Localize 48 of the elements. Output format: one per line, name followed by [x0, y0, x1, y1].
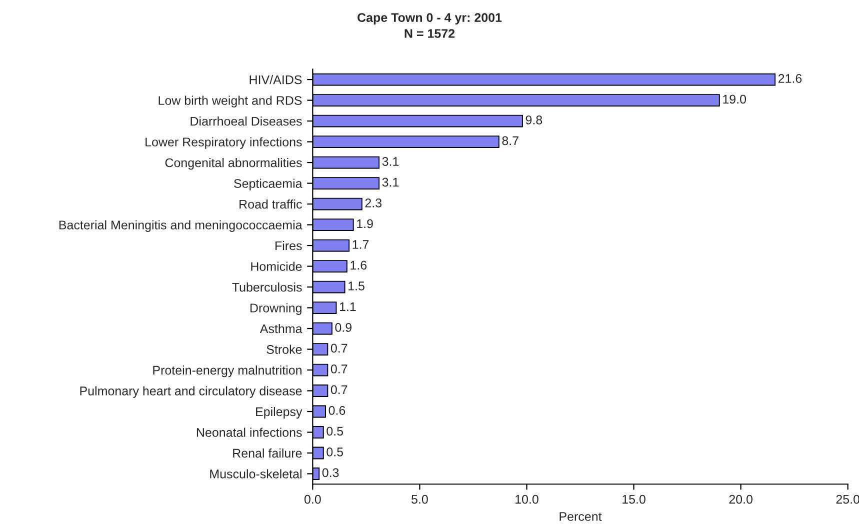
- data-label: 0.5: [326, 448, 344, 456]
- y-tick-label: Epilepsy: [256, 406, 302, 419]
- data-label: 2.3: [365, 198, 382, 208]
- y-tick-label: Bacterial Meningitis and meningococcaemia: [59, 220, 302, 232]
- y-tick-label: Lower Respiratory infections: [146, 137, 302, 149]
- y-tick-label: Congenital abnormalities: [165, 158, 302, 170]
- data-label: 1.6: [350, 260, 367, 270]
- y-tick-label: HIV/AIDS: [250, 75, 302, 84]
- y-tick-label: Low birth weight and RDS: [158, 96, 302, 108]
- y-tick-label: Homicide: [251, 262, 302, 271]
- y-tick-label: Musculo-skeletal: [210, 469, 302, 478]
- x-tick-label: 5.0: [412, 494, 428, 504]
- data-label: 3.1: [382, 178, 399, 187]
- y-tick-label: Neonatal infections: [196, 428, 302, 437]
- data-label: 0.6: [328, 406, 346, 415]
- data-label: 1.7: [352, 240, 369, 249]
- y-tick-label: Diarrhoeal Diseases: [190, 116, 302, 126]
- y-tick-label: Road traffic: [240, 199, 302, 209]
- chart-title: Cape Town 0 - 4 yr: 2001: [358, 13, 502, 24]
- y-tick-label: Drowning: [250, 303, 302, 315]
- x-axis-title: Percent: [560, 512, 602, 521]
- x-tick-label: 20.0: [729, 494, 752, 504]
- data-label: 0.9: [335, 323, 352, 332]
- x-tick-label: 0.0: [304, 494, 321, 504]
- data-label: 1.5: [348, 282, 364, 290]
- y-tick-label: Septicaemia: [234, 178, 302, 190]
- y-tick-label: Stroke: [266, 344, 302, 354]
- y-tick-label: Fires: [276, 240, 302, 250]
- data-label: 19.0: [723, 94, 746, 104]
- data-label: 0.5: [326, 426, 344, 436]
- data-label: 0.7: [330, 385, 348, 394]
- data-label: 9.8: [526, 116, 542, 124]
- y-tick-label: Asthma: [260, 324, 302, 334]
- y-tick-label: Tuberculosis: [232, 282, 302, 292]
- data-label: 0.7: [330, 344, 348, 353]
- data-label: 1.1: [340, 302, 356, 311]
- data-label: 21.6: [778, 74, 802, 83]
- x-tick-label: 15.0: [622, 494, 646, 504]
- y-tick-label: Protein-energy malnutrition: [153, 365, 302, 378]
- data-label: 0.7: [330, 364, 348, 374]
- y-tick-label: Pulmonary heart and circulatory disease: [80, 386, 302, 398]
- y-tick-label: Renal failure: [233, 448, 302, 458]
- data-label: 0.3: [322, 468, 339, 478]
- chart-subtitle: N = 1572: [404, 29, 455, 38]
- data-label: 8.7: [502, 136, 518, 146]
- data-label: 1.9: [357, 219, 373, 228]
- data-label: 3.1: [382, 157, 399, 166]
- x-tick-label: 10.0: [516, 494, 538, 504]
